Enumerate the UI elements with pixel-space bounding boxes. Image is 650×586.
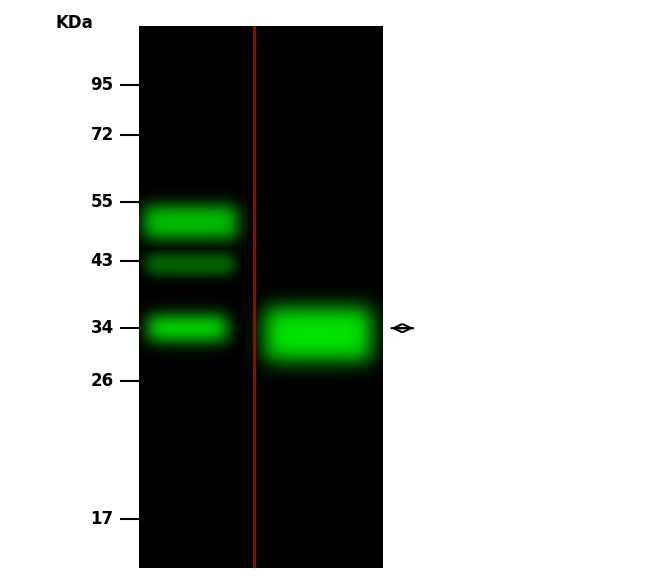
Text: 17: 17 (90, 510, 114, 527)
Text: 95: 95 (90, 76, 114, 94)
Text: 26: 26 (90, 372, 114, 390)
Text: 34: 34 (90, 319, 114, 337)
Text: 72: 72 (90, 126, 114, 144)
Text: 43: 43 (90, 252, 114, 270)
Text: B: B (315, 9, 328, 26)
Text: 55: 55 (91, 193, 114, 211)
Text: A: A (181, 9, 196, 26)
Text: KDa: KDa (56, 15, 94, 32)
